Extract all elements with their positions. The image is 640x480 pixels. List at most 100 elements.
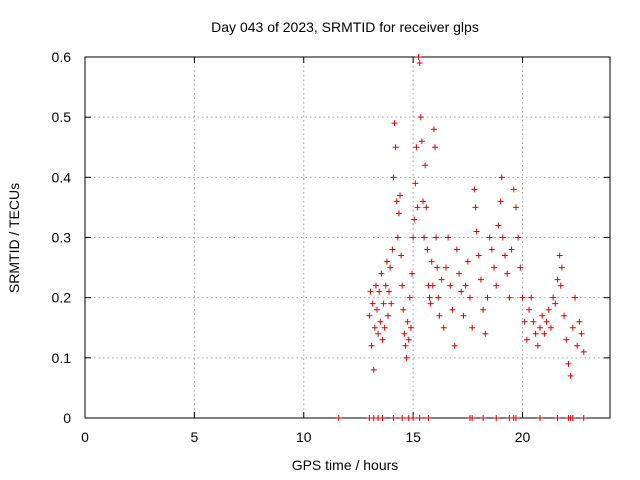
data-point [558,264,565,271]
data-point [383,258,390,265]
data-point [395,210,402,217]
data-point [378,270,385,277]
data-point [464,258,471,265]
data-point [418,138,425,145]
data-point [504,270,511,277]
data-point [486,234,493,241]
chart-title: Day 043 of 2023, SRMTID for receiver glp… [211,19,479,35]
data-point [554,276,561,283]
data-point [432,144,438,151]
data-point [497,198,504,205]
data-point [425,415,432,421]
data-point [469,415,476,421]
data-point [397,192,403,199]
data-point [382,282,389,289]
data-point [389,246,396,253]
data-point [394,234,401,241]
x-tick-label: 10 [296,429,312,445]
data-point [563,336,570,343]
data-point [409,270,416,277]
data-point [376,288,383,295]
data-point [436,312,443,319]
data-point [515,234,522,241]
data-point [398,252,405,259]
data-point [423,204,430,211]
data-point [368,342,375,349]
data-point [554,415,561,421]
data-point [435,294,442,301]
data-point [390,415,397,421]
data-point [391,120,398,127]
data-point [415,54,422,60]
data-point [380,300,387,307]
data-point [508,246,515,253]
data-point [399,282,406,289]
data-point [517,264,524,271]
x-axis-label: GPS time / hours [292,457,399,473]
data-point [491,264,498,271]
data-point [406,294,413,301]
data-point [480,306,487,313]
data-point [499,234,506,241]
data-point [477,276,484,283]
data-point [472,204,479,211]
data-point [451,342,458,349]
x-tick-label: 20 [515,429,531,445]
data-point [438,276,445,283]
data-point [426,294,433,301]
data-point [402,342,409,349]
data-point [488,246,495,253]
y-axis-label: SRMTID / TECUs [6,183,22,293]
data-point [386,288,393,295]
data-point [379,336,386,343]
data-point [493,282,500,289]
data-point [580,348,587,355]
data-point [428,258,435,265]
data-point [366,312,373,319]
data-point [550,294,557,301]
y-tick-label: 0.3 [52,230,72,246]
data-point [422,162,429,169]
data-point [392,144,399,151]
data-point [445,234,452,241]
data-point [433,234,440,241]
data-point [393,198,400,205]
data-point [543,318,550,325]
data-point [547,324,554,331]
y-tick-label: 0.6 [52,49,72,65]
data-point [367,288,374,295]
data-point [498,174,505,181]
data-point [580,415,587,421]
data-point [502,252,508,259]
data-point [512,204,519,211]
data-point [572,294,578,301]
data-point [384,312,391,319]
data-point [567,372,574,379]
data-point [449,306,456,313]
data-point [419,198,426,205]
data-point [537,415,543,421]
data-point [482,330,489,337]
grid-lines [85,57,610,418]
data-point [569,324,576,331]
data-point [512,415,519,421]
y-tick-label: 0.1 [52,350,72,366]
data-point [399,415,406,421]
data-point [440,324,447,331]
data-point [410,234,417,241]
data-point [578,330,585,337]
data-point [539,312,546,319]
data-points [335,54,587,421]
data-point [526,306,533,313]
data-point [375,330,382,337]
data-point [390,174,397,181]
data-point [369,300,376,307]
data-point [462,282,469,289]
data-point [424,246,431,253]
data-point [387,264,394,271]
data-point [411,216,418,223]
data-point [414,204,421,211]
data-point [519,294,526,301]
data-point [530,318,537,325]
